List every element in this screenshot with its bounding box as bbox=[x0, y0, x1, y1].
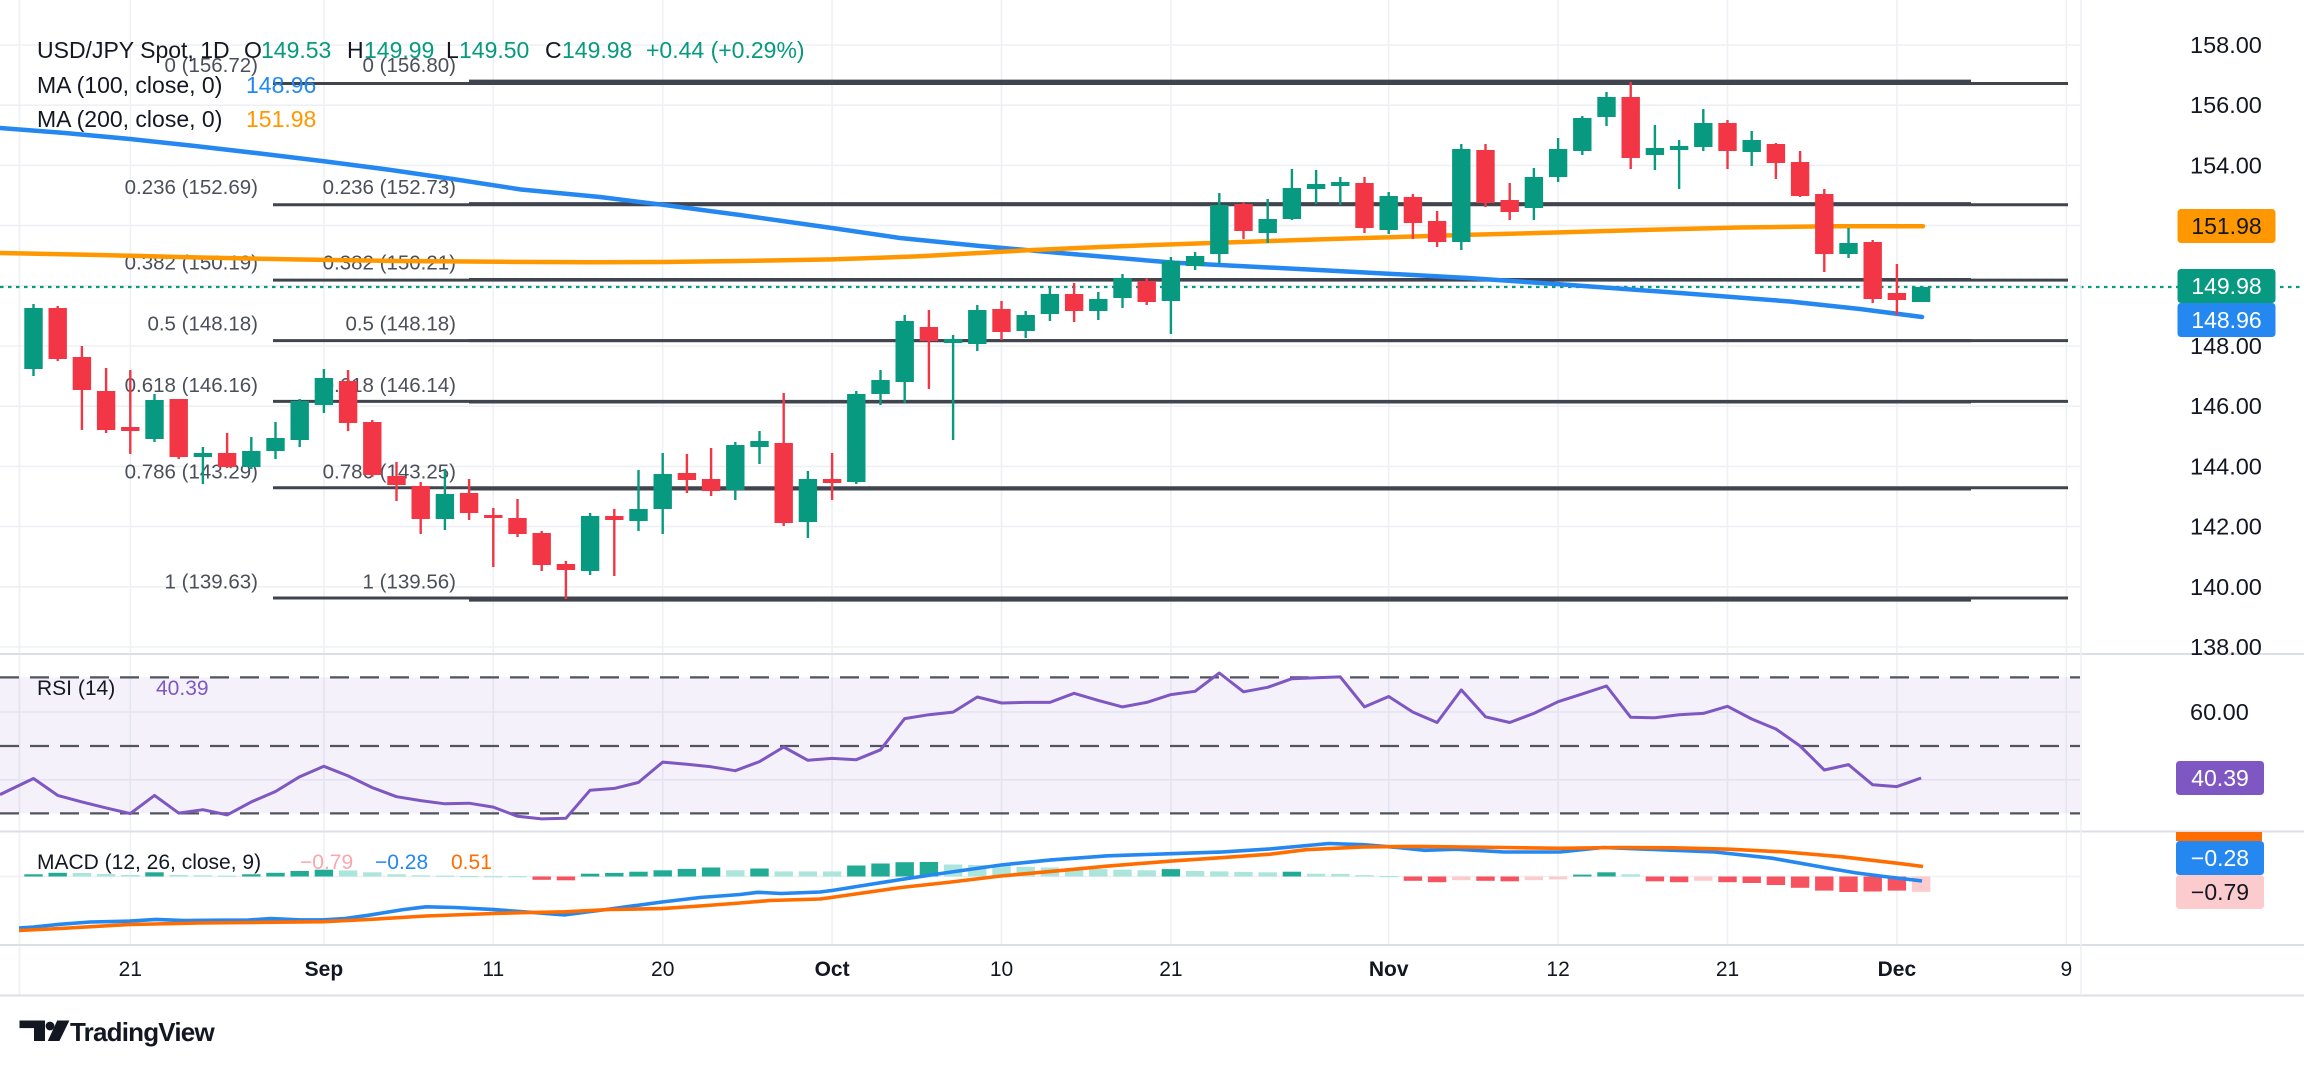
svg-text:Oct: Oct bbox=[815, 958, 850, 981]
svg-text:151.98: 151.98 bbox=[246, 106, 316, 132]
svg-text:154.00: 154.00 bbox=[2190, 152, 2262, 178]
svg-text:O: O bbox=[244, 37, 262, 63]
svg-text:−0.28: −0.28 bbox=[2191, 845, 2249, 871]
svg-text:L: L bbox=[446, 37, 459, 63]
svg-text:144.00: 144.00 bbox=[2190, 453, 2262, 479]
svg-text:H: H bbox=[347, 37, 364, 63]
svg-text:0.51: 0.51 bbox=[451, 851, 492, 874]
svg-text:Nov: Nov bbox=[1369, 958, 1409, 981]
svg-text:0 (156.72): 0 (156.72) bbox=[165, 54, 258, 77]
svg-text:0.236 (152.69): 0.236 (152.69) bbox=[125, 176, 258, 199]
svg-text:149.98: 149.98 bbox=[562, 37, 632, 63]
svg-text:9: 9 bbox=[2060, 958, 2072, 981]
svg-text:0.5 (148.18): 0.5 (148.18) bbox=[147, 313, 258, 336]
svg-text:0 (156.80): 0 (156.80) bbox=[363, 54, 456, 77]
svg-text:12: 12 bbox=[1546, 958, 1569, 981]
svg-text:0.236 (152.73): 0.236 (152.73) bbox=[323, 176, 456, 199]
svg-text:MA (200, close, 0): MA (200, close, 0) bbox=[37, 106, 222, 132]
svg-text:RSI (14): RSI (14) bbox=[37, 677, 115, 700]
svg-text:1 (139.63): 1 (139.63) bbox=[165, 571, 258, 594]
svg-text:138.00: 138.00 bbox=[2190, 634, 2262, 660]
svg-text:151.98: 151.98 bbox=[2191, 213, 2261, 239]
svg-text:Sep: Sep bbox=[305, 958, 344, 981]
svg-text:Dec: Dec bbox=[1878, 958, 1917, 981]
svg-text:148.96: 148.96 bbox=[246, 72, 316, 98]
svg-text:142.00: 142.00 bbox=[2190, 514, 2262, 540]
svg-text:148.00: 148.00 bbox=[2190, 333, 2262, 359]
svg-text:149.99: 149.99 bbox=[364, 37, 434, 63]
svg-text:C: C bbox=[545, 37, 562, 63]
svg-text:+0.44 (+0.29%): +0.44 (+0.29%) bbox=[646, 37, 805, 63]
svg-text:−0.79: −0.79 bbox=[300, 851, 353, 874]
svg-text:146.00: 146.00 bbox=[2190, 393, 2262, 419]
svg-text:−0.28: −0.28 bbox=[375, 851, 428, 874]
svg-text:148.96: 148.96 bbox=[2191, 307, 2261, 333]
svg-text:20: 20 bbox=[651, 958, 674, 981]
svg-text:10: 10 bbox=[990, 958, 1013, 981]
svg-text:40.39: 40.39 bbox=[156, 677, 209, 700]
svg-text:60.00: 60.00 bbox=[2190, 699, 2249, 725]
svg-text:21: 21 bbox=[1716, 958, 1739, 981]
svg-text:TradingView: TradingView bbox=[70, 1017, 215, 1047]
svg-text:0.786 (143.29): 0.786 (143.29) bbox=[125, 461, 258, 484]
svg-text:158.00: 158.00 bbox=[2190, 32, 2262, 58]
svg-text:−0.79: −0.79 bbox=[2191, 879, 2249, 905]
svg-text:1 (139.56): 1 (139.56) bbox=[363, 571, 456, 594]
svg-text:11: 11 bbox=[482, 958, 504, 981]
svg-text:149.53: 149.53 bbox=[261, 37, 331, 63]
svg-text:MA (100, close, 0): MA (100, close, 0) bbox=[37, 72, 222, 98]
svg-text:40.39: 40.39 bbox=[2191, 765, 2249, 791]
svg-text:156.00: 156.00 bbox=[2190, 92, 2262, 118]
svg-text:0.786 (143.25): 0.786 (143.25) bbox=[323, 461, 456, 484]
svg-text:149.50: 149.50 bbox=[459, 37, 529, 63]
svg-text:149.98: 149.98 bbox=[2191, 273, 2261, 299]
svg-text:MACD (12, 26, close, 9): MACD (12, 26, close, 9) bbox=[37, 851, 261, 874]
svg-text:21: 21 bbox=[1159, 958, 1182, 981]
svg-text:140.00: 140.00 bbox=[2190, 574, 2262, 600]
svg-text:21: 21 bbox=[119, 958, 142, 981]
svg-text:0.5 (148.18): 0.5 (148.18) bbox=[345, 313, 456, 336]
svg-text:USD/JPY Spot, 1D: USD/JPY Spot, 1D bbox=[37, 37, 230, 63]
svg-text:0.618 (146.16): 0.618 (146.16) bbox=[125, 374, 258, 397]
